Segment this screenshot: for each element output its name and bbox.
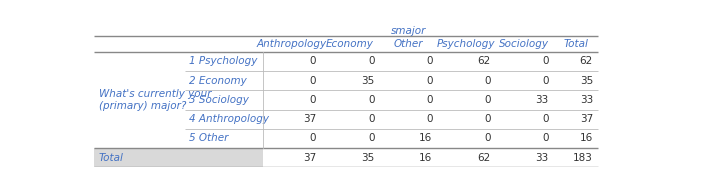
Bar [94,148,598,167]
Text: Sociology: Sociology [500,39,549,49]
Text: 62: 62 [580,56,593,66]
Text: 0: 0 [368,95,374,105]
Text: What's currently your
(primary) major?: What's currently your (primary) major? [99,89,211,111]
Text: 16: 16 [419,133,433,143]
Text: smajor: smajor [390,26,426,36]
Text: 33: 33 [536,153,549,163]
Text: Other: Other [393,39,423,49]
Text: 0: 0 [310,76,316,86]
Text: 0: 0 [368,133,374,143]
Text: 0: 0 [542,76,549,86]
Text: 4 Anthropology: 4 Anthropology [189,114,269,124]
Bar [94,25,598,52]
Text: Economy: Economy [326,39,374,49]
Bar [94,148,598,188]
Text: 0: 0 [484,114,490,124]
Text: 0: 0 [484,133,490,143]
Text: 37: 37 [580,114,593,124]
Text: 0: 0 [310,56,316,66]
Text: 3 Sociology: 3 Sociology [189,95,249,105]
Text: 0: 0 [484,95,490,105]
Text: 0: 0 [310,133,316,143]
Text: 0: 0 [368,114,374,124]
Text: 0: 0 [484,76,490,86]
Text: 16: 16 [419,153,433,163]
Text: Anthropology: Anthropology [257,39,327,49]
Text: 62: 62 [477,153,490,163]
Text: 2 Economy: 2 Economy [189,76,247,86]
Text: 0: 0 [426,76,433,86]
Text: 0: 0 [426,114,433,124]
Text: 0: 0 [542,133,549,143]
Text: 16: 16 [580,133,593,143]
Text: 1 Psychology: 1 Psychology [189,56,258,66]
Text: 0: 0 [368,56,374,66]
Text: 37: 37 [303,114,316,124]
Text: 0: 0 [310,95,316,105]
Text: 0: 0 [426,56,433,66]
Text: 33: 33 [536,95,549,105]
Text: 62: 62 [477,56,490,66]
Text: 35: 35 [580,76,593,86]
Text: 33: 33 [580,95,593,105]
Text: 0: 0 [542,56,549,66]
Text: Psychology: Psychology [437,39,495,49]
Text: Total: Total [563,39,588,49]
Text: 35: 35 [361,153,374,163]
Text: 0: 0 [542,114,549,124]
Text: 35: 35 [361,76,374,86]
Text: Total: Total [99,153,123,163]
Text: 0: 0 [426,95,433,105]
Text: 5 Other: 5 Other [189,133,228,143]
Text: 183: 183 [573,153,593,163]
Bar [263,148,598,188]
Text: 37: 37 [303,153,316,163]
